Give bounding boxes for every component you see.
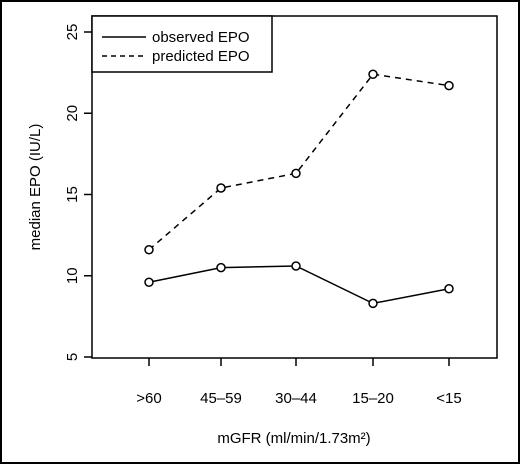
series-line-observed: [148, 265, 450, 305]
series-layer: [144, 69, 454, 309]
data-point-predicted: [216, 183, 226, 193]
legend-box: [91, 15, 273, 73]
y-axis: 5 10 15 20 25: [64, 24, 92, 361]
data-point-predicted: [144, 245, 154, 255]
data-point-observed: [291, 261, 301, 271]
legend-label-observed: observed EPO: [152, 29, 250, 46]
data-point-observed: [144, 277, 154, 287]
x-axis-title: mGFR (ml/min/1.73m²): [217, 430, 370, 447]
x-axis: >60 45–59 30–44 15–20 <15: [136, 358, 462, 407]
y-tick-label: 5: [64, 353, 81, 361]
data-point-observed: [216, 262, 226, 273]
y-tick-label: 10: [64, 267, 81, 284]
x-tick-label: <15: [436, 390, 461, 407]
legend: observed EPO predicted EPO: [91, 15, 273, 73]
y-axis-title: median EPO (IU/L): [27, 124, 44, 251]
legend-label-predicted: predicted EPO: [152, 48, 250, 65]
x-tick-label: >60: [136, 390, 161, 407]
y-tick-label: 15: [64, 186, 81, 203]
plot-area-border: [91, 15, 498, 359]
data-point-predicted: [368, 69, 378, 79]
y-tick-label: 25: [64, 24, 81, 41]
data-point-predicted: [444, 80, 454, 91]
series-line-predicted: [148, 73, 450, 251]
data-point-predicted: [291, 168, 301, 179]
x-tick-label: 30–44: [275, 390, 317, 407]
data-point-observed: [368, 298, 378, 309]
data-point-observed: [444, 284, 454, 294]
x-tick-label: 15–20: [352, 390, 394, 407]
x-tick-label: 45–59: [200, 390, 242, 407]
y-tick-label: 20: [64, 105, 81, 122]
